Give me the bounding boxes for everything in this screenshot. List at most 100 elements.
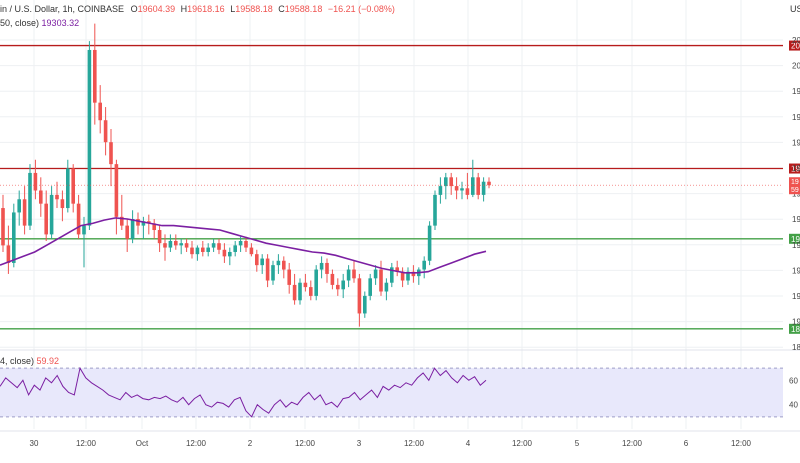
candle-body [163, 243, 167, 248]
ma-legend: 50, close) 19303.32 [0, 18, 79, 28]
level-badge [789, 323, 800, 334]
candle-body [87, 49, 92, 226]
candle-body [174, 240, 178, 246]
candle-body [319, 262, 324, 270]
candle-body [460, 188, 464, 191]
open-value: 19604.39 [137, 4, 176, 14]
candle-body [136, 219, 140, 226]
time-tick-label: 12:00 [731, 439, 752, 448]
candle-body [373, 269, 378, 279]
candle-body [363, 295, 367, 314]
time-tick-label: 3 [357, 439, 362, 448]
candle-body [6, 245, 11, 263]
time-tick-label: 12:00 [512, 439, 533, 448]
candle-body [98, 102, 102, 121]
open-label: O [130, 4, 138, 14]
candle-body [244, 240, 248, 248]
time-tick-label: 4 [466, 439, 471, 448]
candle-body [487, 181, 491, 186]
candle-body [368, 278, 372, 296]
ma-label: 50, close) [0, 18, 40, 28]
change-value: −16.21 (−0.08%) [327, 4, 395, 14]
candle-body [422, 260, 426, 270]
candle-body [238, 240, 243, 246]
candle-body [330, 273, 335, 285]
price-tick-label: 19 [792, 215, 800, 224]
candle-body [400, 271, 405, 281]
candle-body [71, 168, 75, 204]
candle-body [352, 269, 356, 279]
candle-body [454, 186, 459, 191]
candle-body [384, 282, 389, 292]
time-tick-label: 12:00 [76, 439, 97, 448]
candle-body [130, 219, 135, 239]
level-label: 18 [791, 325, 800, 334]
candle-body [93, 49, 97, 103]
close-label: C [278, 4, 285, 14]
candle-body [44, 203, 48, 235]
candle-body [465, 188, 470, 195]
candle-body [206, 247, 210, 252]
time-tick-label: 12:00 [295, 439, 316, 448]
price-tick-label: 19 [792, 241, 800, 250]
time-tick-label: 30 [30, 439, 39, 448]
candle-body [233, 245, 237, 252]
candle-body [141, 221, 146, 226]
candle-body [120, 216, 124, 226]
candle-body [476, 177, 480, 195]
candle-body [55, 194, 59, 200]
candle-body [201, 247, 205, 252]
price-tick-label: 19 [792, 164, 800, 173]
candle-body [1, 208, 5, 246]
candle-body [438, 186, 443, 195]
candle-body [314, 269, 318, 296]
candle-body [49, 194, 54, 235]
candle-body [109, 142, 113, 165]
close-value: 19588.18 [284, 4, 323, 14]
candle-body [33, 172, 38, 191]
candle-body [406, 271, 410, 281]
low-value: 19588.18 [235, 4, 273, 14]
symbol-legend: in / U.S. Dollar, 1h, COINBASE O19604.39… [0, 4, 395, 14]
currency-label: US [790, 4, 800, 14]
candle-body [228, 251, 232, 257]
candle-body [249, 247, 254, 255]
price-badge-line1: 19 [791, 179, 799, 186]
rsi-legend: 4, close) 59.92 [0, 356, 59, 366]
candle-body [260, 258, 264, 266]
price-tick-label: 19 [792, 266, 800, 275]
ma-line [0, 217, 487, 274]
candle-body [298, 282, 302, 301]
candle-body [336, 284, 340, 290]
candle-body [276, 260, 281, 266]
time-tick-label: 12:00 [186, 439, 207, 448]
candle-body [152, 223, 156, 231]
candle-body [60, 199, 65, 209]
candle-body [157, 230, 162, 244]
rsi-line [0, 366, 487, 418]
price-badge [789, 177, 800, 195]
time-tick-label: 12:00 [404, 439, 425, 448]
candle-body [125, 225, 129, 239]
candle-body [12, 212, 16, 263]
price-tick-label: 19 [792, 138, 800, 147]
candle-body [184, 243, 189, 248]
level-badge [789, 233, 800, 244]
price-tick-label: 19 [792, 87, 800, 96]
candle-body [39, 190, 43, 204]
candle-body [195, 247, 200, 255]
time-tick-label: Oct [136, 439, 149, 448]
level-badge [789, 163, 800, 174]
candle-body [309, 287, 313, 296]
candle-body [471, 177, 475, 195]
candle-body [379, 269, 383, 292]
high-label: H [180, 4, 188, 14]
price-tick-label: 19 [792, 113, 800, 122]
level-label: 20 [791, 42, 800, 51]
candle-body [255, 254, 259, 266]
symbol-title: in / U.S. Dollar, 1h, COINBASE [0, 4, 125, 14]
candle-body [28, 172, 32, 226]
candle-body [444, 177, 448, 187]
rsi-band [0, 368, 783, 417]
price-tick-label: 18 [792, 343, 800, 352]
